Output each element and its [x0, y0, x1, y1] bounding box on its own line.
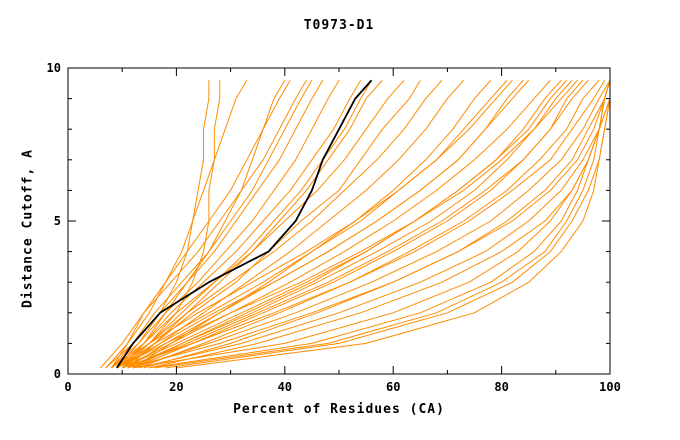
y-axis-label: Distance Cutoff, A [20, 149, 36, 308]
prediction-curve [116, 79, 443, 369]
prediction-curve [127, 79, 421, 369]
x-tick-label: 60 [386, 380, 400, 394]
prediction-curve [121, 79, 372, 369]
x-tick-label: 80 [494, 380, 508, 394]
x-tick-label: 20 [169, 380, 183, 394]
prediction-curve [127, 79, 589, 369]
y-tick-label: 5 [54, 214, 61, 228]
x-axis-label: Percent of Residues (CA) [233, 402, 445, 417]
prediction-curve [116, 79, 340, 369]
prediction-curve [122, 79, 606, 369]
prediction-curve [121, 79, 551, 369]
prediction-curve [121, 79, 383, 369]
prediction-curve [110, 79, 313, 369]
prediction-curve [127, 80, 611, 369]
x-tick-label: 100 [599, 380, 621, 394]
prediction-curve [111, 79, 513, 369]
reference-curve [116, 79, 373, 369]
prediction-curve [132, 79, 584, 369]
prediction-curve [143, 80, 611, 369]
y-tick-label: 0 [54, 367, 61, 381]
y-tick-label: 10 [47, 61, 61, 75]
prediction-curve [176, 80, 611, 369]
prediction-curve [111, 79, 405, 369]
prediction-curve [116, 79, 508, 369]
prediction-curve [121, 79, 286, 369]
x-tick-label: 0 [64, 380, 71, 394]
x-tick-label: 40 [278, 380, 292, 394]
prediction-curve [105, 79, 324, 369]
chart-title: T0973-D1 [303, 18, 375, 33]
prediction-curve [132, 79, 611, 369]
prediction-curve [154, 80, 611, 369]
prediction-curve [110, 79, 291, 369]
prediction-curve [105, 79, 248, 369]
prediction-curve [127, 79, 573, 369]
prediction-curve [121, 79, 465, 369]
prediction-curve [138, 79, 600, 369]
prediction-curve [100, 79, 307, 369]
prediction-curve [121, 79, 562, 369]
prediction-curve [149, 80, 611, 369]
prediction-curve [116, 79, 524, 369]
prediction-curve [116, 79, 362, 369]
